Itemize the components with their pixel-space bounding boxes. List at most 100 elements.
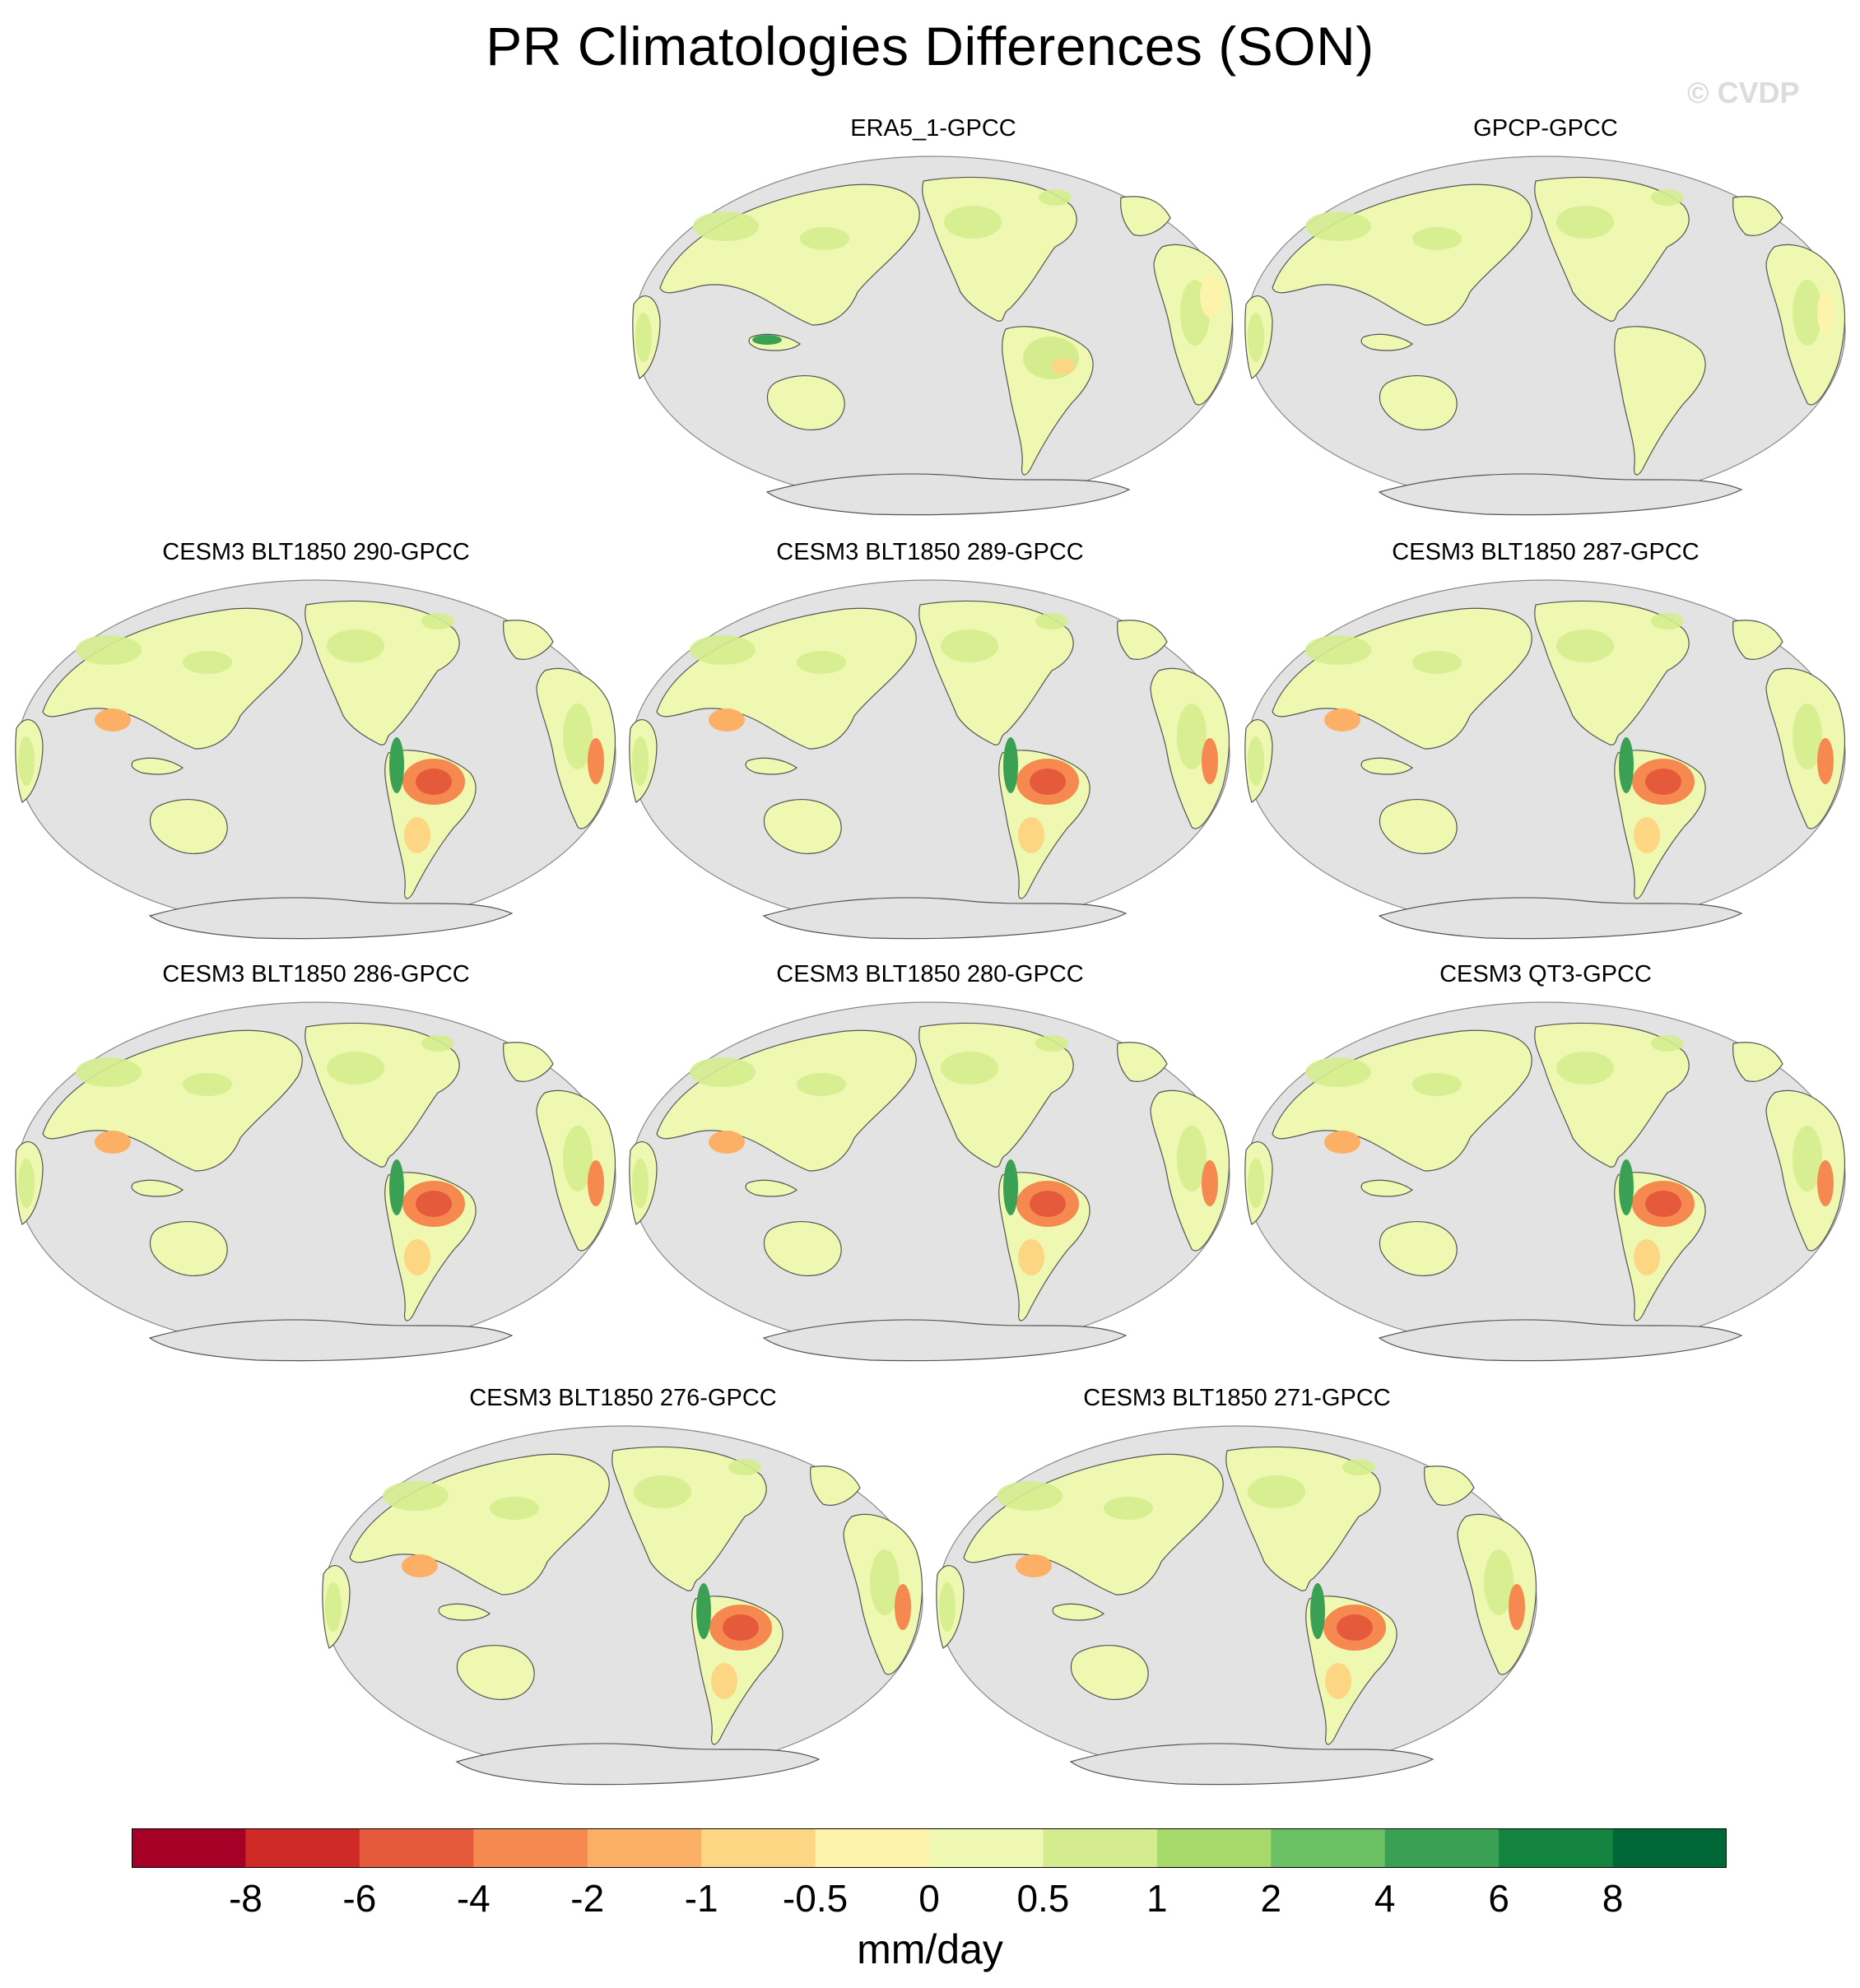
wet-patch <box>800 227 849 250</box>
continent-australia <box>763 1220 842 1276</box>
continent-antarctica <box>1069 1743 1435 1786</box>
wet-bias-andes <box>1619 737 1634 793</box>
colorbar-swatch <box>815 1828 930 1868</box>
continent-australia <box>1379 374 1458 430</box>
wet-patch <box>183 1073 232 1096</box>
colorbar-swatch <box>929 1828 1044 1868</box>
colorbar-tick-label: 4 <box>1374 1877 1396 1920</box>
panel-title: CESM3 BLT1850 290-GPCC <box>162 539 470 565</box>
dry-bias-east-africa <box>588 1160 604 1206</box>
continent-antarctica <box>455 1743 821 1786</box>
colorbar-tick-label: -2 <box>570 1877 605 1920</box>
wet-patch <box>421 1035 454 1052</box>
colorbar-tick-label: -0.5 <box>782 1877 849 1920</box>
world-map <box>1244 1001 1846 1362</box>
colorbar-tick-label: 0.5 <box>1016 1877 1070 1920</box>
wet-patch <box>635 313 652 362</box>
continent-asia <box>1272 1029 1532 1172</box>
dry-bias-south-america <box>711 1663 737 1699</box>
world-map <box>1244 156 1846 516</box>
map-panel-289: CESM3 BLT1850 289-GPCC <box>624 539 1236 940</box>
colorbar-swatch <box>587 1828 702 1868</box>
world-map <box>629 579 1230 940</box>
continent-asia <box>656 1029 917 1172</box>
wet-patch <box>1035 1035 1068 1052</box>
dry-bias-india <box>1324 708 1360 732</box>
wet-patch <box>1556 629 1614 662</box>
world-map <box>15 579 616 940</box>
continent-europe <box>503 1042 554 1082</box>
wet-patch <box>1412 227 1462 250</box>
continent-australia <box>1070 1644 1149 1700</box>
map-panel-gpcp: GPCP-GPCC <box>1239 115 1852 516</box>
wet-patch <box>76 1057 142 1087</box>
map-panel-era5: ERA5_1-GPCC <box>627 115 1239 516</box>
wet-patch <box>1248 313 1264 362</box>
continent-asia <box>963 1453 1224 1596</box>
wet-patch <box>1412 651 1462 674</box>
colorbar-swatch <box>473 1828 588 1868</box>
dry-bias-india <box>95 1131 131 1154</box>
continent-australia <box>766 374 845 430</box>
colorbar-tick-label: -1 <box>684 1877 718 1920</box>
wet-patch <box>1248 1475 1305 1508</box>
strong-dry-bias <box>416 1191 452 1217</box>
colorbar-tick-label: -6 <box>342 1877 377 1920</box>
colorbar <box>132 1828 1727 1868</box>
dry-patch-amazon <box>1052 358 1075 374</box>
continent-antarctica <box>765 473 1131 516</box>
colorbar-tick-label: 0 <box>918 1877 940 1920</box>
continent-australia <box>1379 1220 1458 1276</box>
dry-bias-india <box>1016 1554 1052 1577</box>
panel-title: CESM3 QT3-GPCC <box>1439 961 1652 987</box>
figure-title: PR Climatologies Differences (SON) <box>486 16 1374 77</box>
continent-europe <box>1117 620 1168 660</box>
continent-asia <box>659 183 920 326</box>
dry-bias-east-africa <box>1817 738 1834 784</box>
colorbar-swatch <box>1043 1828 1158 1868</box>
wet-patch <box>728 1459 761 1475</box>
wet-bias-andes <box>1003 737 1018 793</box>
continent-australia <box>1379 798 1458 854</box>
wet-patch <box>870 1549 900 1615</box>
continent-europe <box>1424 1465 1475 1506</box>
wet-patch <box>183 651 232 674</box>
wet-patch <box>1177 704 1207 769</box>
wet-patch <box>563 704 593 769</box>
colorbar-labels: -8 -6 -4 -2 -1 -0.5 0 0.5 1 2 4 6 8 <box>0 1876 1860 1925</box>
wet-patch <box>797 1073 846 1096</box>
wet-patch <box>1305 211 1371 241</box>
continent-antarctica <box>148 1319 514 1362</box>
dry-bias-east-africa <box>588 738 604 784</box>
panel-title: CESM3 BLT1850 280-GPCC <box>776 961 1084 987</box>
neutral-patch-africa <box>1200 275 1223 318</box>
colorbar-frame <box>132 1828 1727 1868</box>
strong-dry-bias <box>723 1614 759 1641</box>
world-map <box>15 1001 616 1362</box>
continent-antarctica <box>148 897 514 940</box>
wet-patch <box>1556 1052 1614 1085</box>
world-map <box>632 156 1234 516</box>
wet-patch <box>18 736 35 786</box>
strong-dry-bias <box>416 769 452 795</box>
wet-bias-andes <box>389 737 404 793</box>
dry-bias-south-america <box>1634 1239 1660 1275</box>
neutral-patch-africa <box>1817 291 1834 334</box>
wet-patch <box>1177 1126 1207 1191</box>
panel-title: CESM3 BLT1850 286-GPCC <box>162 961 470 987</box>
wet-patch <box>1104 1497 1153 1520</box>
wet-patch <box>1248 736 1264 786</box>
strong-dry-bias <box>1645 1191 1681 1217</box>
panel-title: GPCP-GPCC <box>1473 115 1618 142</box>
wet-patch <box>939 1582 956 1632</box>
colorbar-swatch <box>1499 1828 1614 1868</box>
wet-patch <box>1248 1159 1264 1208</box>
panel-title: CESM3 BLT1850 276-GPCC <box>469 1385 777 1411</box>
world-map <box>936 1425 1537 1786</box>
continent-asia <box>1272 607 1532 750</box>
dry-bias-south-america <box>404 817 430 853</box>
wet-bias-andes <box>1003 1159 1018 1215</box>
continent-antarctica <box>1378 473 1743 516</box>
wet-patch <box>941 1052 998 1085</box>
wet-patch <box>1342 1459 1375 1475</box>
